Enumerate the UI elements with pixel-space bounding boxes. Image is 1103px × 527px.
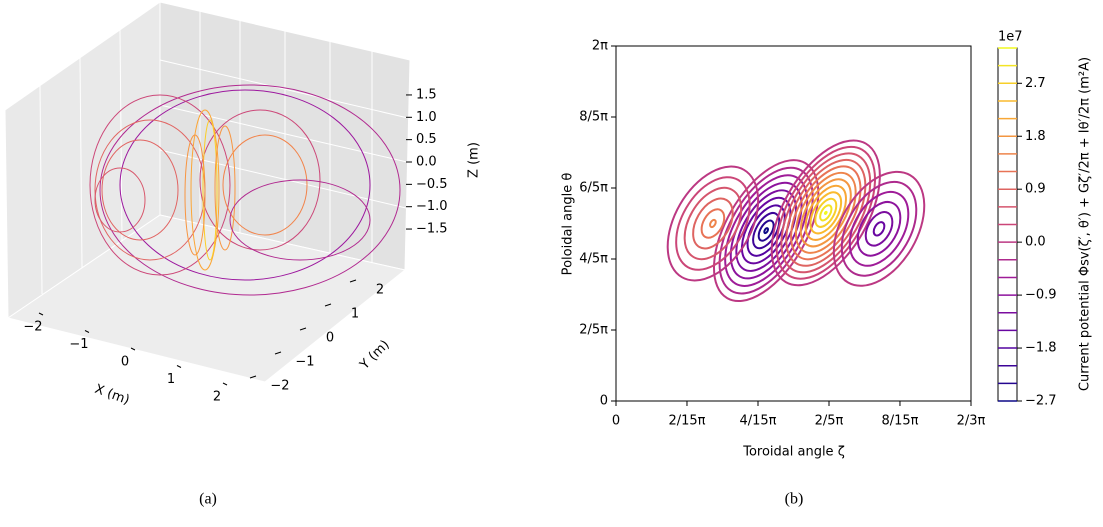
y-tick	[274, 351, 282, 355]
colorbar-tick-label: 2.7	[1025, 76, 1046, 91]
plot-frame	[615, 45, 972, 402]
y-tick-label: −2	[270, 379, 289, 394]
x-tick	[38, 312, 44, 316]
x-tick-label: 2/3π	[957, 414, 986, 429]
y-tick	[349, 279, 357, 283]
x-tick-label: −1	[69, 337, 88, 352]
contour-line	[856, 201, 902, 257]
z-tick-label: 1.5	[416, 87, 437, 102]
x-tick-label: 4/15π	[739, 414, 776, 429]
z-tick-label: 0.5	[416, 132, 437, 147]
x-tick-label: −2	[23, 320, 42, 335]
y-axis-label: Poloidal angle θ	[561, 173, 576, 276]
x-tick-label: 2	[213, 390, 221, 405]
y-tick-label: 0	[600, 394, 608, 409]
contour-line	[763, 227, 770, 235]
x-tick-label: 8/15π	[881, 414, 918, 429]
contour-line	[804, 184, 847, 241]
contour-line	[757, 219, 775, 242]
contour-line	[823, 210, 828, 215]
y-axis-label: Y (m)	[357, 337, 393, 373]
contour-line	[848, 190, 910, 267]
y-tick-label: 2/5π	[579, 323, 608, 338]
x-tick-label: 1	[167, 372, 175, 387]
y-tick	[249, 375, 257, 379]
contour-line	[712, 159, 820, 303]
contour-line	[814, 197, 838, 228]
contour-line	[809, 191, 843, 235]
z-tick-label: 0.0	[416, 155, 437, 170]
x-tick	[84, 330, 90, 333]
x-tick-label: 0	[612, 414, 620, 429]
z-axis-label: Z (m)	[467, 142, 482, 178]
x-tick	[222, 382, 228, 386]
contour-area	[666, 139, 926, 303]
contour-line	[692, 197, 734, 250]
z-tick-label: −1.5	[416, 222, 448, 237]
y-tick-label: 0	[326, 331, 334, 346]
contour-line	[872, 221, 886, 237]
contour-line	[799, 178, 852, 248]
coil-curves	[89, 84, 401, 296]
colorbar-tick-label: −2.7	[1025, 394, 1057, 409]
contour-line	[675, 176, 751, 271]
y-tick-label: −1	[295, 355, 314, 370]
z-tick-label: −0.5	[416, 177, 448, 192]
y-tick-label: 1	[351, 307, 359, 322]
x-tick-label: 0	[121, 355, 129, 370]
z-tick-label: 1.0	[416, 110, 437, 125]
colorbar-tick-label: −0.9	[1025, 288, 1057, 303]
colorbar-tick-label: −1.8	[1025, 341, 1057, 356]
colorbar-tick-label: 0.9	[1025, 182, 1046, 197]
contour-line	[666, 165, 760, 282]
contour-line	[752, 211, 781, 250]
y-tick-label: 6/5π	[579, 181, 608, 196]
colorbar-offset: 1e7	[998, 30, 1023, 45]
y-tick	[324, 303, 332, 307]
x-tick-label: 2/15π	[668, 414, 705, 429]
contour-line	[718, 166, 814, 295]
y-tick	[299, 327, 307, 331]
contour-line	[790, 165, 862, 261]
x-axis-label: X (m)	[93, 382, 132, 408]
y-tick-label: 2	[376, 283, 384, 298]
colorbar-tick-label: 1.8	[1025, 129, 1046, 144]
contour-line	[780, 152, 872, 274]
x-tick-label: 2/5π	[815, 414, 844, 429]
contour-line	[832, 170, 926, 287]
y-tick-label: 4/5π	[579, 252, 608, 267]
contour-line	[724, 174, 809, 287]
y-tick-label: 2π	[592, 39, 608, 54]
axes-3d-box	[4, 1, 411, 383]
contour-line	[709, 218, 717, 229]
x-axis-label: Toroidal angle ζ	[742, 445, 845, 460]
y-tick-label: 8/5π	[579, 110, 608, 125]
contour-line	[683, 186, 743, 261]
x-tick	[176, 365, 182, 368]
caption: (b)	[785, 491, 804, 508]
contour-line	[700, 208, 726, 239]
z-tick-label: −1.0	[416, 199, 448, 214]
contour-line	[864, 211, 894, 247]
contour-line	[840, 180, 918, 277]
contour-line	[819, 204, 833, 222]
caption: (a)	[199, 491, 217, 508]
colorbar-label: Current potential Φsv(ζ′, θ′) + Gζ′/2π +…	[1078, 57, 1093, 391]
contour-line	[770, 139, 881, 287]
x-tick	[130, 347, 136, 351]
colorbar-tick-label: 0.0	[1025, 235, 1046, 250]
